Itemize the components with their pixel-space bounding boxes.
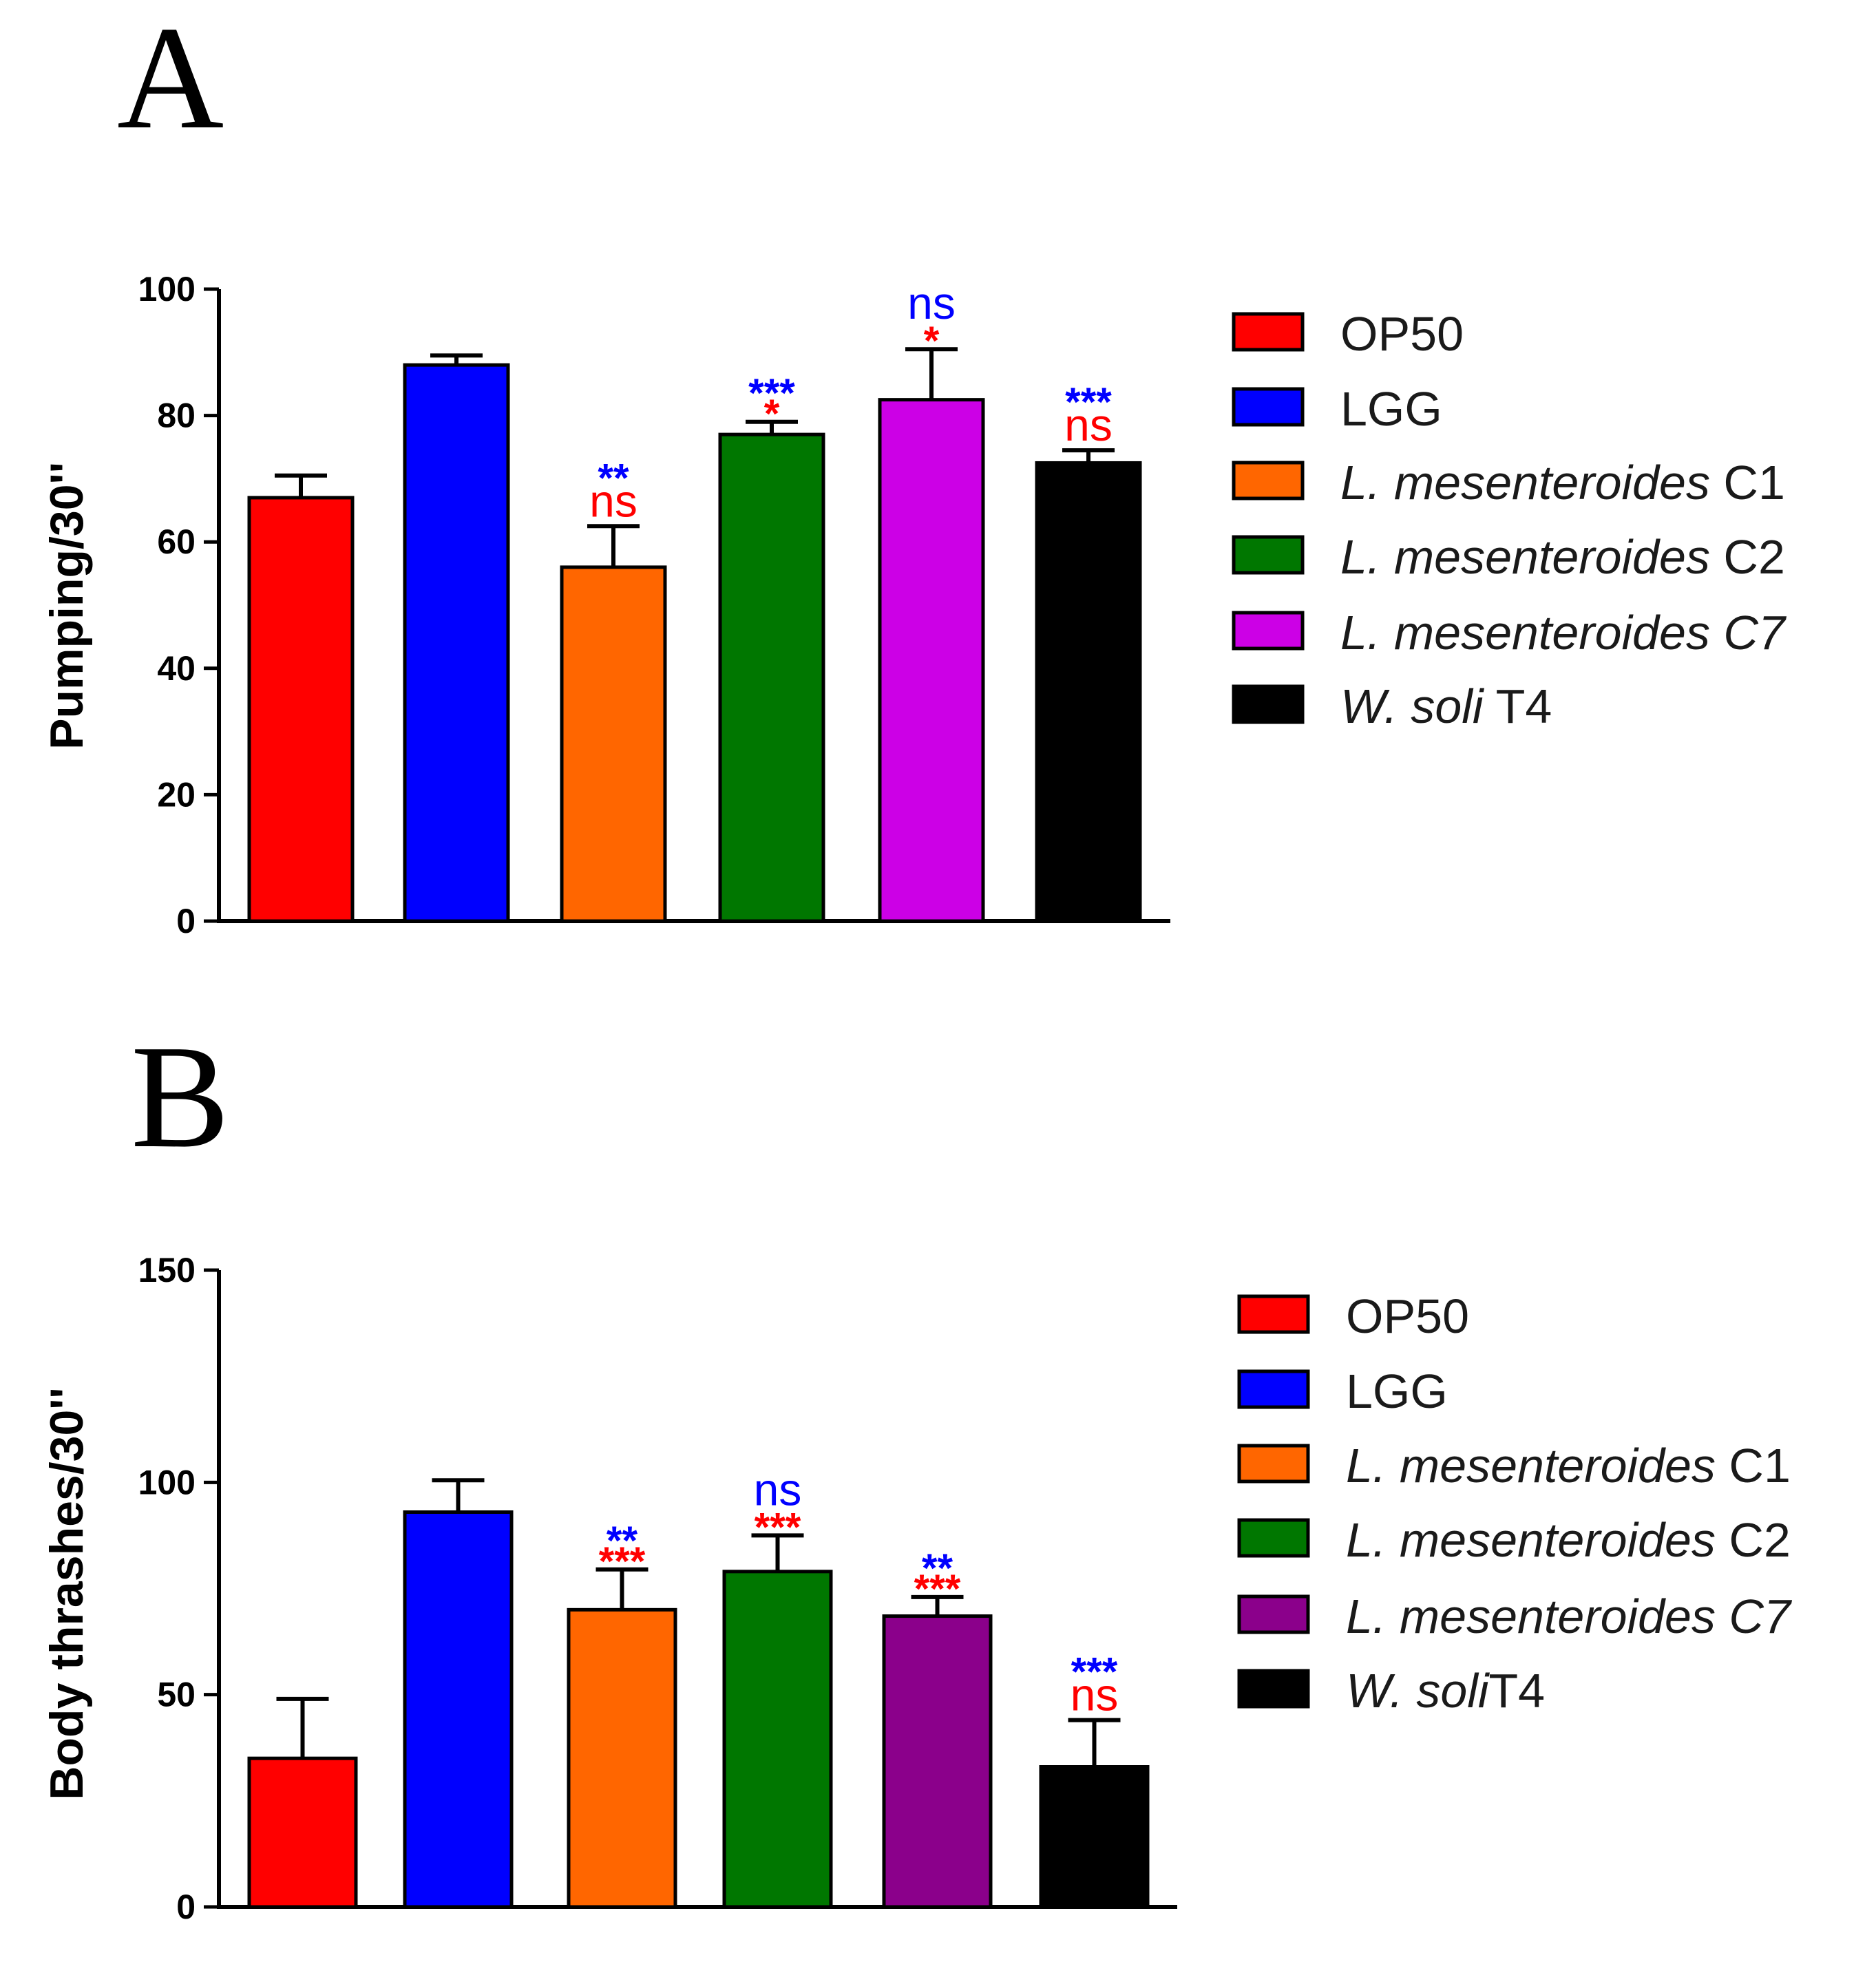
bar-6 [1035,461,1142,923]
significance-label: ns [754,1464,802,1515]
legend-label-6: W. soli T4 [1340,679,1552,733]
significance-label: ns [1064,399,1113,450]
significance-label: *** [748,371,795,416]
y-tick-label: 40 [157,649,196,688]
bar-3 [567,1607,677,1909]
bar-2 [403,1510,514,1909]
legend-suffix: C1 [1716,1439,1791,1492]
legend-swatch-1 [1237,1294,1310,1334]
y-tick-label: 60 [157,523,196,561]
y-tick-label: 150 [138,1251,196,1289]
panel-label-b: B [131,1014,229,1179]
legend-swatch-1 [1232,312,1305,352]
legend-label-4: L. mesenteroides C2 [1346,1513,1791,1567]
bar-5 [882,1614,993,1909]
legend-italic: W. soli [1340,679,1485,733]
significance-label: ns [589,475,637,526]
legend-label-1: OP50 [1340,307,1464,361]
legend-suffix: T4 [1483,679,1552,733]
bar-4 [718,432,825,923]
legend-italic: L. mesenteroides [1346,1513,1716,1567]
legend-swatch-4 [1237,1518,1310,1558]
legend-suffix: C1 [1710,456,1785,509]
legend-label-3: L. mesenteroides C1 [1340,456,1785,509]
legend-label-2: LGG [1340,382,1442,436]
legend-italic: L. mesenteroides [1340,530,1710,584]
y-tick-label: 0 [176,1888,196,1926]
legend-italic: L. mesenteroides C7 [1340,606,1787,660]
legend-suffix: C2 [1716,1513,1791,1567]
legend-swatch-5 [1237,1594,1310,1634]
legend-label-4: L. mesenteroides C2 [1340,530,1785,584]
legend-swatch-5 [1232,611,1305,651]
legend-swatch-6 [1237,1669,1310,1709]
significance-label: *** [1065,380,1112,425]
bar-1 [247,1756,358,1909]
bar-2 [403,363,510,923]
significance-label: *** [599,1539,646,1584]
significance-label: *** [914,1567,961,1612]
bar-6 [1039,1765,1150,1909]
y-axis-label: Body thrashes/30'' [41,1387,93,1800]
significance-label: ns [1071,1669,1119,1720]
significance-label: ** [598,456,629,500]
bar-3 [560,565,667,923]
legend-label-2: LGG [1346,1364,1448,1418]
y-tick-label: 100 [138,270,196,308]
legend-swatch-3 [1232,461,1305,500]
legend-suffix: C2 [1710,530,1785,584]
bar-4 [722,1570,833,1909]
significance-label: ** [607,1519,638,1563]
legend-label-1: OP50 [1346,1289,1469,1343]
legend-label-5: L. mesenteroides C7 [1340,606,1787,660]
legend-swatch-2 [1237,1369,1310,1409]
significance-label: ns [907,277,956,328]
legend-italic: L. mesenteroides [1346,1439,1716,1492]
legend-label-3: L. mesenteroides C1 [1346,1439,1791,1492]
significance-label: * [924,319,940,363]
legend-italic: W. soli [1346,1664,1490,1718]
legend-italic: L. mesenteroides C7 [1346,1590,1793,1643]
significance-label: *** [1071,1650,1118,1695]
significance-label: * [764,392,780,436]
legend-swatch-3 [1237,1444,1310,1484]
y-tick-label: 0 [176,902,196,940]
y-tick-label: 80 [157,397,196,435]
y-tick-label: 20 [157,775,196,814]
bar-5 [878,398,985,923]
significance-label: *** [755,1505,801,1550]
legend-label-6: W. soliT4 [1346,1664,1545,1718]
significance-label: ** [922,1546,953,1591]
y-axis-label: Pumping/30'' [41,462,93,750]
bar-1 [247,496,355,923]
legend-italic: L. mesenteroides [1340,456,1710,509]
legend-label-5: L. mesenteroides C7 [1346,1590,1793,1643]
legend-swatch-4 [1232,535,1305,575]
y-tick-label: 50 [157,1676,196,1714]
legend-swatch-6 [1232,684,1305,724]
legend-suffix: T4 [1488,1664,1545,1718]
legend-swatch-2 [1232,387,1305,427]
panel-label-a: A [117,0,224,160]
y-tick-label: 100 [138,1463,196,1501]
